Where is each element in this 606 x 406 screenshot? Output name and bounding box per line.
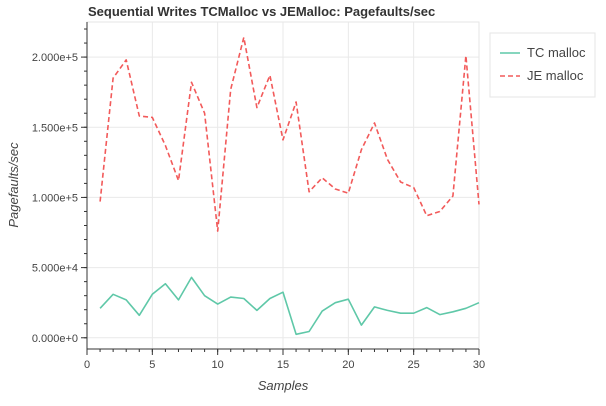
x-tick-label: 15 xyxy=(277,359,289,371)
series-lines xyxy=(99,36,480,336)
chart-title: Sequential Writes TCMalloc vs JEMalloc: … xyxy=(88,4,435,19)
y-tick-label: 2.000e+5 xyxy=(32,52,78,64)
legend-label-je-malloc: JE malloc xyxy=(527,68,584,83)
x-tick-label: 25 xyxy=(408,359,420,371)
axes: 0.000e+0 5.000e+4 1.000e+5 1.500e+5 2.000e+5… xyxy=(32,22,485,371)
y-axis-label: Pagefaults/sec xyxy=(6,142,21,228)
x-tick-label: 30 xyxy=(473,359,485,371)
y-tick-label: 0.000e+0 xyxy=(32,333,78,345)
x-tick-label: 10 xyxy=(212,359,224,371)
series-line-je-malloc xyxy=(99,36,480,232)
y-tick-label: 5.000e+4 xyxy=(32,263,78,275)
grid-lines xyxy=(86,22,480,349)
legend[interactable]: TC malloc JE malloc xyxy=(489,32,596,98)
x-axis-label: Samples xyxy=(258,378,309,393)
series-line-tc-malloc xyxy=(99,276,480,336)
x-tick-label: 5 xyxy=(149,359,155,371)
y-tick-label: 1.000e+5 xyxy=(32,192,78,204)
x-tick-label: 0 xyxy=(84,359,90,371)
y-tick-label: 1.500e+5 xyxy=(32,122,78,134)
legend-box xyxy=(489,32,596,98)
x-tick-label: 20 xyxy=(342,359,354,371)
legend-label-tc-malloc: TC malloc xyxy=(527,45,586,60)
